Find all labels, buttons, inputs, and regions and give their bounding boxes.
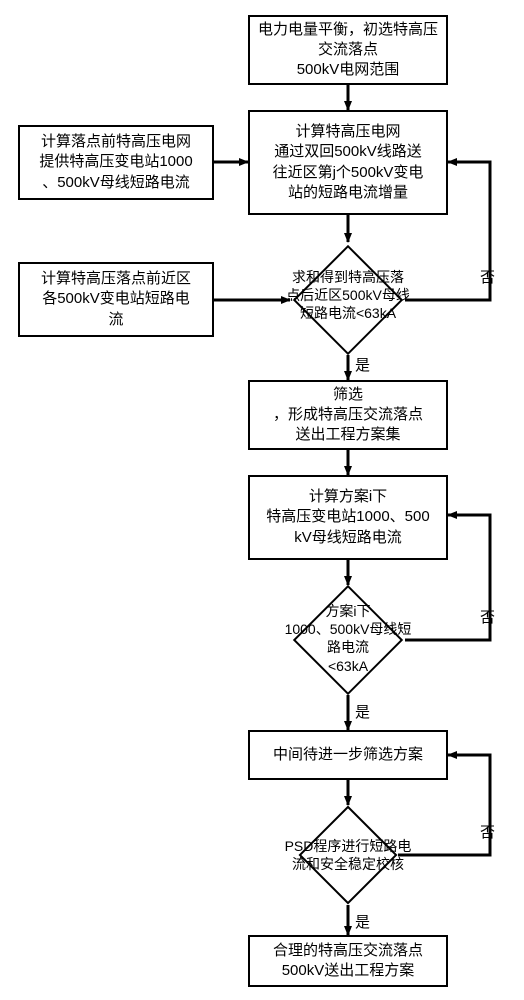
- label-d1-no: 否: [480, 270, 495, 285]
- node-n2: 计算特高压电网通过双回500kV线路送往近区第j个500kV变电站的短路电流增量: [248, 110, 448, 215]
- node-n2l: 计算落点前特高压电网提供特高压变电站1000、500kV母线短路电流: [18, 125, 214, 200]
- node-n4: 筛选，形成特高压交流落点送出工程方案集: [248, 380, 448, 450]
- node-n5: 计算方案i下特高压变电站1000、500kV母线短路电流: [248, 475, 448, 560]
- node-n6-text: 中间待进一步筛选方案: [273, 745, 423, 765]
- node-n6: 中间待进一步筛选方案: [248, 730, 448, 780]
- node-d2-shape: [293, 585, 403, 695]
- node-n3l: 计算特高压落点前近区各500kV变电站短路电流: [18, 262, 214, 337]
- node-d1-shape: [293, 245, 403, 355]
- node-n4-text: 筛选，形成特高压交流落点送出工程方案集: [273, 385, 423, 446]
- node-n5-text: 计算方案i下特高压变电站1000、500kV母线短路电流: [266, 487, 429, 548]
- label-d1-yes: 是: [355, 358, 370, 373]
- label-d2-no: 否: [480, 610, 495, 625]
- node-n1: 电力电量平衡，初选特高压交流落点500kV电网范围: [248, 15, 448, 85]
- node-n3l-text: 计算特高压落点前近区各500kV变电站短路电流: [41, 269, 191, 330]
- node-n2-text: 计算特高压电网通过双回500kV线路送往近区第j个500kV变电站的短路电流增量: [273, 122, 424, 203]
- label-d3-yes: 是: [355, 915, 370, 930]
- node-d3-shape: [299, 806, 398, 905]
- node-n1-text: 电力电量平衡，初选特高压交流落点500kV电网范围: [256, 20, 440, 81]
- label-d2-yes: 是: [355, 705, 370, 720]
- node-n7: 合理的特高压交流落点500kV送出工程方案: [248, 935, 448, 987]
- label-d3-no: 否: [480, 825, 495, 840]
- flowchart-canvas: 电力电量平衡，初选特高压交流落点500kV电网范围 计算落点前特高压电网提供特高…: [10, 10, 514, 990]
- node-n7-text: 合理的特高压交流落点500kV送出工程方案: [273, 941, 423, 982]
- node-n2l-text: 计算落点前特高压电网提供特高压变电站1000、500kV母线短路电流: [39, 132, 192, 193]
